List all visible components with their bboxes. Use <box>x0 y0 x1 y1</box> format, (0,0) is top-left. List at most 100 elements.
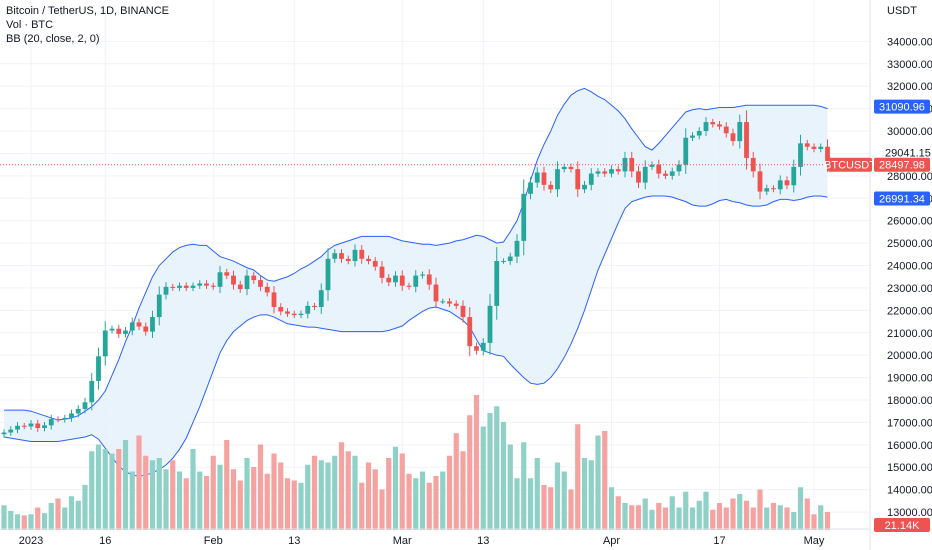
volume-tag-box <box>874 518 930 532</box>
price-axis[interactable]: 13000.00 14000.00 15000.00 16000.00 17000.00… <box>887 36 932 519</box>
candle-body <box>757 171 763 192</box>
volume-indicator-label[interactable]: Vol · BTC <box>6 19 54 31</box>
volume-bar <box>14 514 21 530</box>
candle-body <box>264 286 270 293</box>
y-tick-label: 18000.00 <box>887 395 932 407</box>
volume-bar <box>548 487 554 530</box>
candle-body <box>75 408 81 414</box>
x-tick-label: Apr <box>603 535 620 547</box>
candle-body <box>804 143 810 147</box>
candle-body <box>89 380 95 403</box>
volume-bar <box>494 406 500 530</box>
candle-body <box>683 137 689 165</box>
candle-body <box>204 283 209 286</box>
candle-body <box>190 285 196 288</box>
volume-bar <box>41 513 48 530</box>
volume-bar <box>284 478 291 530</box>
price-tag-label: 31090.96 <box>879 102 925 114</box>
candle-body <box>116 328 122 334</box>
candle-body <box>575 169 581 190</box>
candle-body <box>325 258 331 291</box>
candle-body <box>615 169 621 172</box>
candle-body <box>156 294 162 318</box>
volume-bar <box>224 440 230 530</box>
y-tick-label: 22000.00 <box>887 305 932 317</box>
candle-body <box>555 169 560 190</box>
bollinger-indicator-label[interactable]: BB (20, close, 2, 0) <box>6 33 100 45</box>
volume-bar <box>399 453 405 530</box>
volume-bar <box>662 507 669 530</box>
candle-body <box>521 193 527 241</box>
volume-bar <box>365 462 372 530</box>
symbol-title[interactable]: Bitcoin / TetherUS, 1D, BINANCE <box>6 5 170 17</box>
candle-body <box>69 413 74 418</box>
volume-bar <box>1 505 7 530</box>
volume-bar <box>176 471 183 530</box>
candle-body <box>744 122 749 158</box>
volume-bar <box>102 449 108 530</box>
candle-body <box>21 425 27 427</box>
volume-bar <box>338 442 345 530</box>
candle-body <box>244 275 250 290</box>
candle-body <box>548 184 554 190</box>
volume-bar <box>89 451 95 530</box>
candle-body <box>494 261 500 306</box>
volume-bar <box>244 458 250 530</box>
y-tick-label: 34000.00 <box>887 36 932 48</box>
candle-body <box>602 171 608 174</box>
price-tag-label: 28497.98 <box>879 160 925 172</box>
candle-body <box>413 275 419 287</box>
volume-bar <box>129 471 135 530</box>
volume-bar <box>318 460 324 530</box>
candle-body <box>163 286 169 295</box>
volume-bar <box>588 460 594 530</box>
volume-bar <box>750 507 756 530</box>
volume-bar <box>190 449 196 530</box>
price-tag <box>828 157 872 172</box>
volume-bar <box>149 460 156 530</box>
candle-body <box>717 124 722 127</box>
upper-band-line <box>4 87 828 421</box>
candle-body <box>278 306 284 312</box>
y-tick-label: 23000.00 <box>887 283 932 295</box>
y-tick-label: 21000.00 <box>887 328 932 340</box>
candle-body <box>737 122 743 142</box>
candle-body <box>669 171 675 176</box>
candle-body <box>453 303 459 306</box>
candle-body <box>359 249 365 259</box>
volume-bar <box>770 503 777 530</box>
candle-body <box>129 322 135 331</box>
volume-bar <box>581 458 588 530</box>
candle-body <box>474 346 479 351</box>
candle-body <box>237 284 243 290</box>
candle-body <box>642 166 648 183</box>
volume-bar <box>534 458 540 530</box>
price-tag <box>874 99 930 114</box>
candles <box>1 110 830 438</box>
volume-bar <box>386 458 392 530</box>
candle-body <box>703 122 709 132</box>
volume-bar <box>392 446 399 530</box>
candle-body <box>217 272 223 287</box>
candle-body <box>791 166 797 186</box>
candle-body <box>447 301 452 304</box>
candle-body <box>55 419 61 421</box>
volume-bar <box>595 435 601 530</box>
volume-bar <box>298 482 304 530</box>
volume-bar <box>95 444 102 530</box>
y-tick-label: 14000.00 <box>887 485 932 497</box>
candle-body <box>251 275 257 281</box>
volume-bar <box>75 500 81 530</box>
volume-bar <box>467 415 473 530</box>
volume-bar <box>615 496 621 530</box>
candle-body <box>420 274 425 276</box>
volume-bar <box>811 514 817 530</box>
volume-bar <box>730 498 736 530</box>
price-tag-label: BTCUSDT <box>824 160 876 172</box>
volume-bar <box>710 509 716 530</box>
volume-bar <box>197 471 203 530</box>
time-axis[interactable]: 2023 16 Feb 13 Mar 13 Apr 17 May <box>19 535 825 547</box>
candle-body <box>440 301 446 303</box>
volume-bar <box>440 471 446 530</box>
